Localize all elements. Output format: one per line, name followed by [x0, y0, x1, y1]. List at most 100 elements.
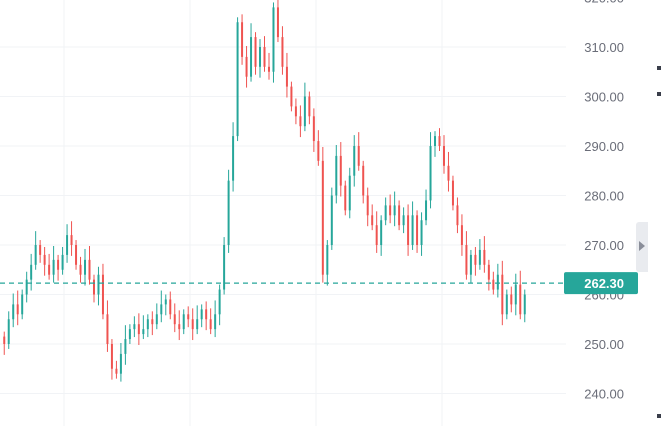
candle-body — [303, 96, 306, 127]
candle — [299, 105, 302, 138]
y-tick-label: 300.00 — [584, 90, 624, 105]
candle-body — [393, 205, 396, 216]
candle — [523, 289, 526, 323]
candle — [514, 273, 517, 316]
candle — [456, 197, 459, 234]
toolbar-edge-mark — [657, 414, 661, 418]
candle — [191, 308, 194, 341]
candle — [151, 311, 154, 336]
candle — [492, 271, 495, 295]
candle-body — [465, 245, 468, 275]
y-tick-label: 270.00 — [584, 238, 624, 253]
panel-collapse-handle[interactable] — [636, 222, 648, 272]
candle-body — [294, 106, 297, 117]
candle — [429, 132, 432, 209]
candle-body — [169, 299, 172, 315]
candle — [362, 160, 365, 204]
candle — [357, 132, 360, 171]
candle — [160, 290, 163, 323]
toolbar-edge-mark — [657, 66, 661, 70]
candle — [52, 245, 55, 283]
candle-body — [61, 254, 64, 270]
candle-body — [510, 294, 513, 305]
candle — [169, 291, 172, 320]
candle-body — [375, 225, 378, 245]
candle — [474, 246, 477, 276]
candle — [254, 32, 257, 75]
candle-body — [200, 309, 203, 320]
candle-body — [97, 274, 100, 295]
candle — [7, 311, 10, 349]
candle — [97, 266, 100, 306]
candle-body — [425, 200, 428, 221]
last-price-tag: 262.30 — [564, 272, 638, 295]
candle-body — [196, 319, 199, 330]
candle — [155, 303, 158, 330]
candle-body — [371, 215, 374, 226]
candle-body — [75, 245, 78, 265]
candle-body — [173, 314, 176, 325]
candle-body — [321, 160, 324, 275]
candle-body — [205, 309, 208, 320]
candle — [196, 305, 199, 335]
candle — [48, 253, 51, 280]
candle — [200, 304, 203, 328]
candle — [142, 315, 145, 340]
candle-body — [469, 254, 472, 275]
candle-body — [187, 314, 190, 320]
candle — [133, 316, 136, 338]
candle-body — [276, 7, 279, 38]
candle — [366, 187, 369, 227]
candle — [30, 253, 33, 291]
candle — [124, 325, 127, 365]
candle — [487, 259, 490, 291]
candle-body — [411, 215, 414, 245]
candle — [187, 306, 190, 328]
candle-body — [115, 368, 118, 374]
candle — [25, 271, 28, 303]
candle — [218, 284, 221, 326]
candle-body — [254, 37, 257, 67]
candle-body — [478, 249, 481, 265]
candle-body — [505, 294, 508, 315]
toolbar-edge-mark — [657, 92, 661, 96]
candle — [205, 301, 208, 331]
candle-body — [92, 279, 95, 295]
candle-body — [523, 294, 526, 315]
candle — [223, 237, 226, 295]
candle-body — [259, 47, 262, 67]
candle-body — [21, 294, 24, 315]
candle — [164, 294, 167, 316]
candle — [214, 300, 217, 338]
candle — [465, 231, 468, 280]
candle — [137, 313, 140, 345]
candle — [182, 309, 185, 335]
candle-body — [245, 56, 248, 77]
candle-body — [366, 195, 369, 216]
candle-body — [281, 37, 284, 67]
candle-body — [39, 245, 42, 255]
candle-body — [285, 66, 288, 87]
candle-body — [7, 319, 10, 344]
candle-body — [290, 86, 293, 107]
candle — [308, 91, 311, 125]
candle-body — [402, 215, 405, 226]
candle-body — [442, 146, 445, 166]
candle-body — [496, 274, 499, 290]
candle — [146, 314, 149, 338]
candle — [460, 214, 463, 256]
candle-body — [317, 141, 320, 161]
candle — [281, 26, 284, 75]
candle — [416, 210, 419, 253]
candle-body — [344, 185, 347, 211]
candle — [3, 331, 6, 355]
candle — [209, 308, 212, 335]
candle — [101, 263, 104, 320]
candle-body — [70, 235, 73, 245]
candle-body — [384, 205, 387, 221]
candle — [259, 39, 262, 78]
candle — [88, 245, 91, 285]
candle-body — [119, 353, 122, 374]
candle — [110, 339, 113, 380]
